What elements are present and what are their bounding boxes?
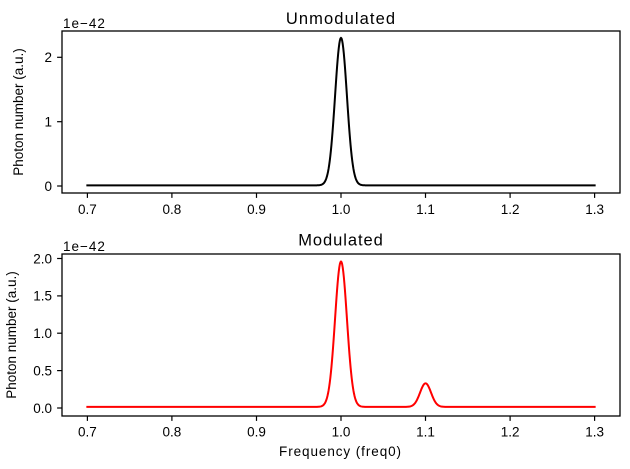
svg-text:0.8: 0.8 bbox=[163, 425, 182, 440]
svg-text:1.2: 1.2 bbox=[501, 202, 520, 217]
svg-text:1.1: 1.1 bbox=[416, 425, 435, 440]
svg-text:0.9: 0.9 bbox=[247, 202, 266, 217]
svg-text:0: 0 bbox=[44, 179, 52, 194]
svg-text:1.3: 1.3 bbox=[585, 202, 604, 217]
svg-text:1.2: 1.2 bbox=[501, 425, 520, 440]
svg-text:2: 2 bbox=[44, 50, 52, 65]
svg-text:Frequency (freq0): Frequency (freq0) bbox=[279, 444, 402, 459]
svg-text:0.7: 0.7 bbox=[78, 202, 97, 217]
svg-text:1.0: 1.0 bbox=[332, 425, 351, 440]
svg-text:Modulated: Modulated bbox=[298, 232, 384, 250]
svg-text:1e−42: 1e−42 bbox=[63, 239, 106, 254]
svg-text:0.0: 0.0 bbox=[33, 401, 52, 416]
svg-text:Photon number (a.u.): Photon number (a.u.) bbox=[11, 48, 26, 176]
svg-text:1.5: 1.5 bbox=[33, 289, 52, 304]
svg-text:2.0: 2.0 bbox=[33, 251, 52, 266]
svg-text:1.3: 1.3 bbox=[585, 425, 604, 440]
svg-text:0.7: 0.7 bbox=[78, 425, 97, 440]
svg-text:1e−42: 1e−42 bbox=[63, 16, 106, 31]
svg-text:0.8: 0.8 bbox=[163, 202, 182, 217]
svg-text:Unmodulated: Unmodulated bbox=[286, 10, 396, 28]
svg-text:1: 1 bbox=[44, 115, 52, 130]
svg-text:1.0: 1.0 bbox=[33, 326, 52, 341]
svg-text:0.9: 0.9 bbox=[247, 425, 266, 440]
svg-text:1.1: 1.1 bbox=[416, 202, 435, 217]
svg-text:1.0: 1.0 bbox=[332, 202, 351, 217]
svg-text:0.5: 0.5 bbox=[33, 363, 52, 378]
svg-text:Photon number (a.u.): Photon number (a.u.) bbox=[4, 271, 19, 399]
